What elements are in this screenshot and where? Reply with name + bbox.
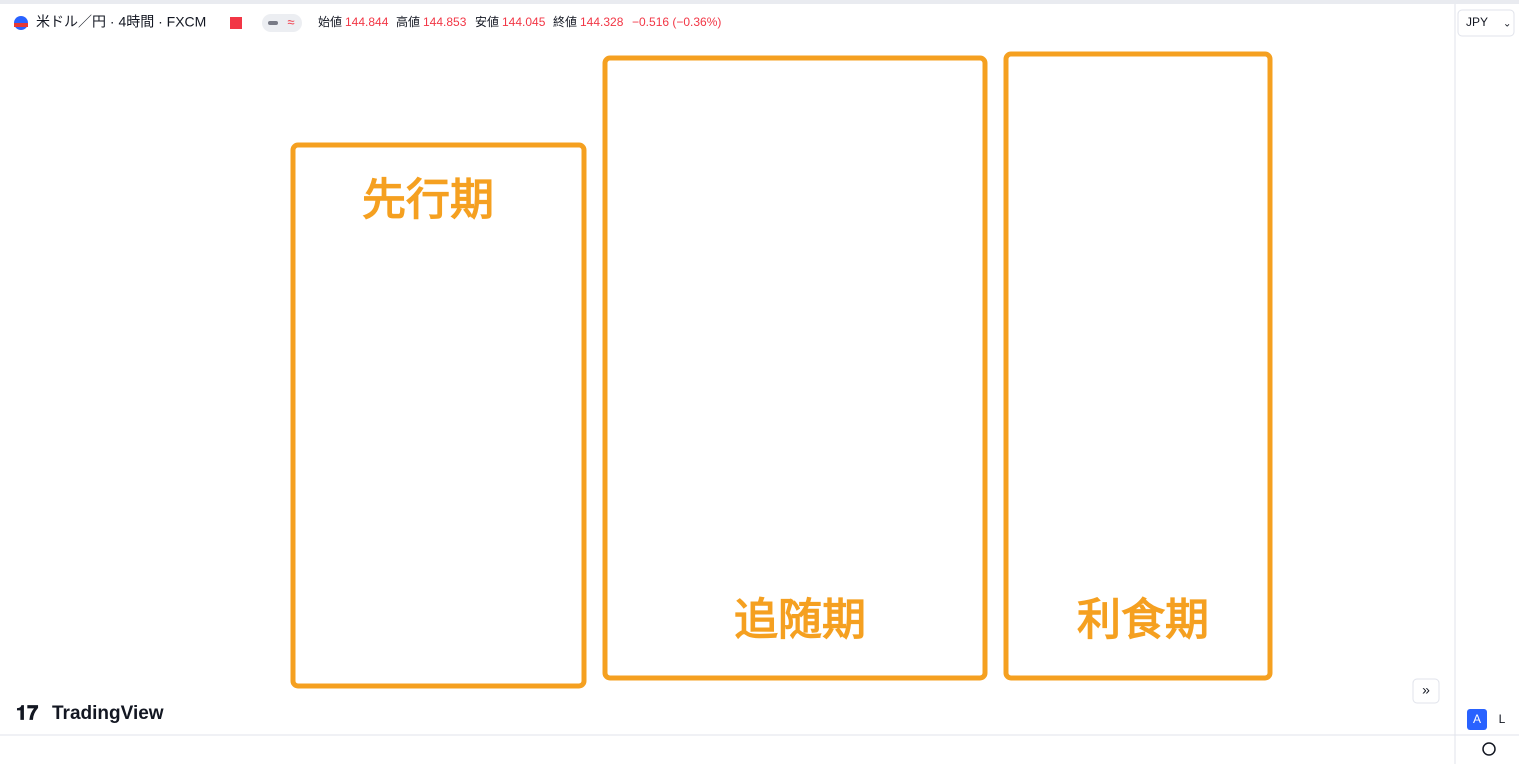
currency-dropdown[interactable] xyxy=(1457,9,1515,37)
auto-scale-label: A xyxy=(1473,712,1481,726)
flag-icon[interactable] xyxy=(230,17,242,29)
pill-icon xyxy=(268,21,278,25)
dropdown-caret: ⌄ xyxy=(1503,19,1511,30)
pill-icon: ≈ xyxy=(287,14,294,29)
currency: JPY xyxy=(1466,15,1488,29)
close-value: 144.328 xyxy=(580,15,624,29)
low-label: 安値 xyxy=(475,14,499,29)
annotation-text: 先行期 xyxy=(362,176,494,225)
low-value: 144.045 xyxy=(502,15,546,29)
annotation-text: 利食期 xyxy=(1077,596,1209,645)
logo: TradingView xyxy=(52,703,164,724)
annotation-box xyxy=(1003,51,1273,681)
log-scale-button[interactable]: L xyxy=(1499,712,1506,726)
close-label: 終値 xyxy=(553,14,577,29)
symbol: 米ドル／円 · 4時間 · FXCM xyxy=(36,14,206,30)
annotation-box xyxy=(290,142,587,689)
scroll-button[interactable] xyxy=(1412,678,1440,704)
symbol-flag xyxy=(14,23,28,27)
top-border xyxy=(0,0,1519,4)
scroll-icon: » xyxy=(1422,682,1430,698)
high-label: 高値 xyxy=(396,14,420,29)
open-value: 144.844 xyxy=(345,15,389,29)
settings-button[interactable] xyxy=(1482,742,1496,756)
auto-scale-button[interactable] xyxy=(1467,709,1487,730)
high-value: 144.853 xyxy=(423,15,467,29)
change: −0.516 (−0.36%) xyxy=(632,15,721,29)
annotation-text: 追随期 xyxy=(734,596,866,645)
indicator-pill[interactable] xyxy=(262,14,302,32)
logo-mark: 𝟏𝟕 xyxy=(16,702,38,724)
open-label: 始値 xyxy=(318,14,342,29)
annotation-box xyxy=(602,55,988,681)
